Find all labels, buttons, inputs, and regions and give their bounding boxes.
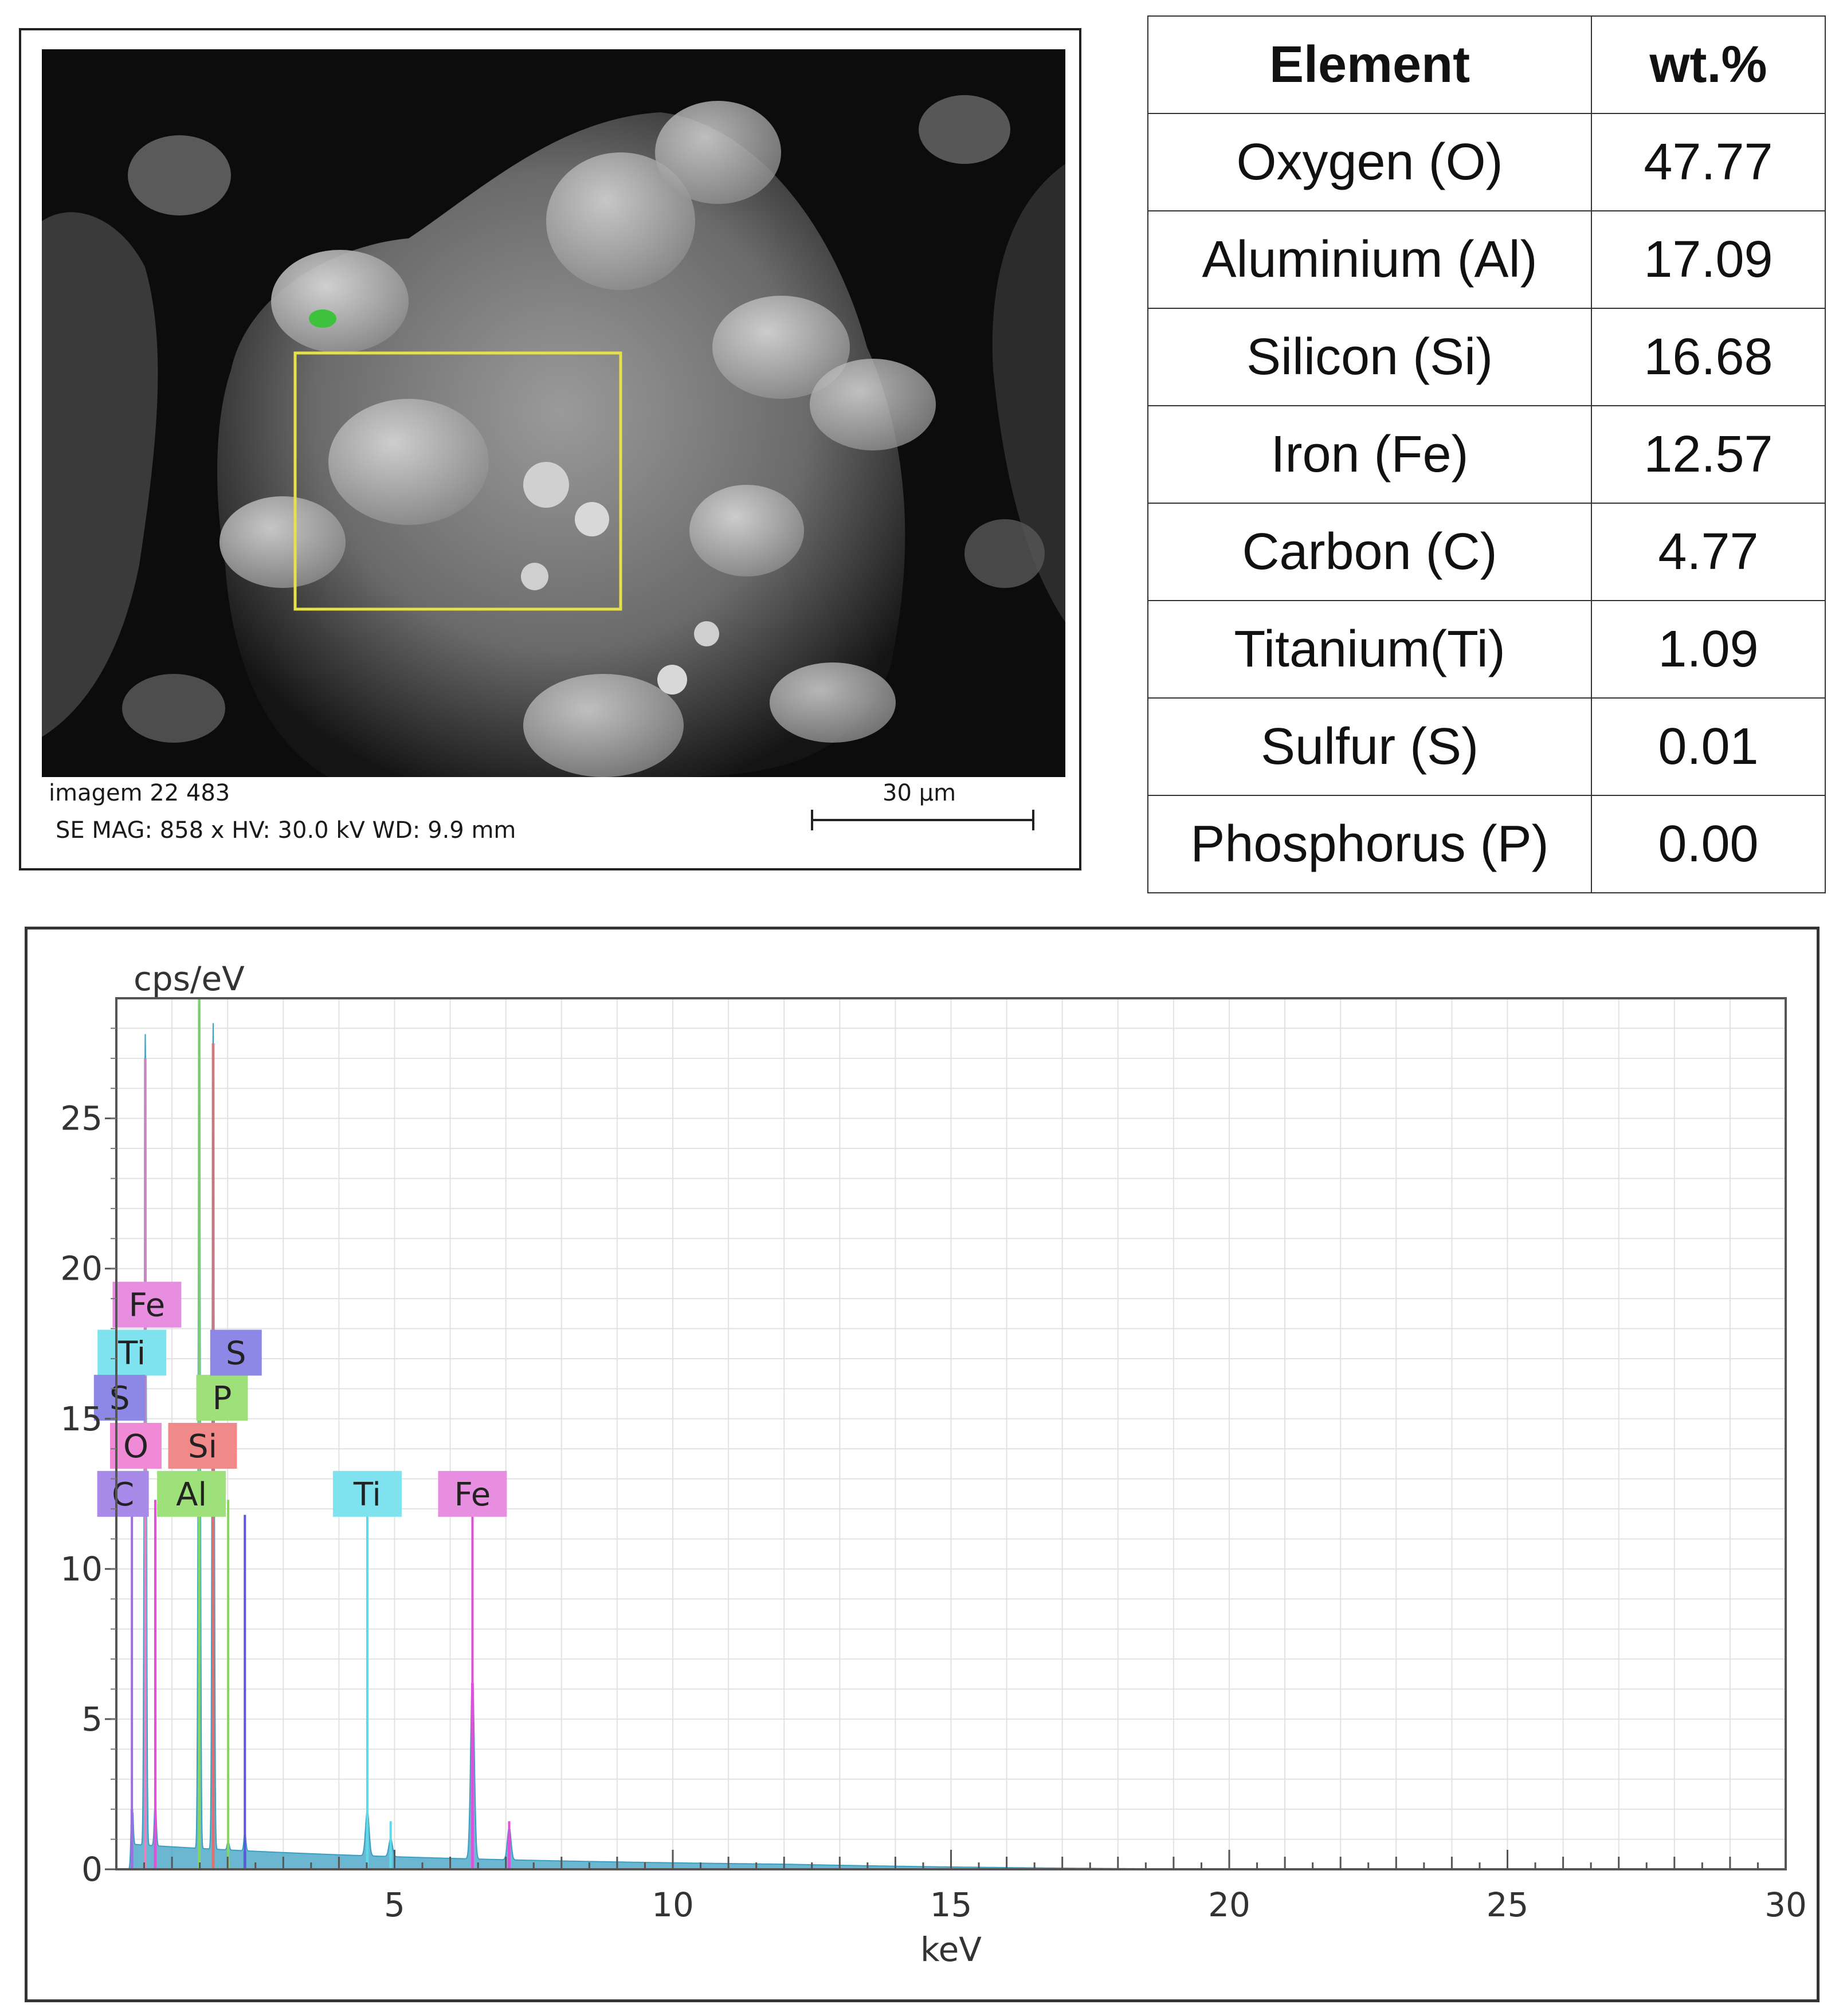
y-tick-label: 10 xyxy=(60,1550,103,1589)
eds-spectrum-panel: Fe Ti S O C Si Al P S Ti Fe 5 10 15 20 25 30 0 5 10 15 20 25 k… xyxy=(25,927,1820,2002)
x-tick-label: 25 xyxy=(1487,1885,1529,1924)
element-name-cell: Carbon (C) xyxy=(1147,503,1592,601)
table-row: Phosphorus (P) 0.00 xyxy=(1147,795,1826,893)
peak-label-box xyxy=(97,1329,167,1376)
wt-percent-cell: 16.68 xyxy=(1591,308,1826,406)
x-tick-label: 15 xyxy=(930,1885,973,1924)
peak-label-p: P xyxy=(196,1375,248,1421)
wt-percent-cell: 17.09 xyxy=(1591,210,1826,309)
x-tick-label: 10 xyxy=(652,1885,694,1924)
y-tick-label: 5 xyxy=(81,1700,103,1739)
scale-bar xyxy=(811,810,1034,830)
peak-label-box xyxy=(332,1470,402,1517)
peak-label-box xyxy=(438,1470,507,1517)
table-row: Carbon (C) 4.77 xyxy=(1147,503,1826,601)
wt-percent-cell: 0.00 xyxy=(1591,795,1826,893)
peak-label-s: S xyxy=(210,1329,262,1376)
table-header-row: Element wt.% xyxy=(1147,15,1826,114)
sem-roi-box xyxy=(293,351,622,611)
header-element: Element xyxy=(1147,15,1592,114)
peak-label-fe: Fe xyxy=(112,1281,182,1328)
table-row: Oxygen (O) 47.77 xyxy=(1147,113,1826,211)
table-row: Aluminium (Al) 17.09 xyxy=(1147,210,1826,309)
peak-label-box xyxy=(157,1470,226,1517)
peak-label-box xyxy=(93,1375,146,1421)
sem-image-id: imagem 22 483 xyxy=(49,780,230,806)
y-tick-label: 20 xyxy=(60,1249,103,1288)
peak-label-box xyxy=(168,1422,237,1469)
element-name-cell: Sulfur (S) xyxy=(1147,697,1592,796)
x-axis-label: keV xyxy=(920,1930,982,1969)
wt-percent-cell: 47.77 xyxy=(1591,113,1826,211)
element-name-cell: Phosphorus (P) xyxy=(1147,795,1592,893)
element-name-cell: Iron (Fe) xyxy=(1147,405,1592,504)
peak-label-text: Fe xyxy=(129,1287,166,1324)
peak-label-box xyxy=(196,1375,248,1421)
y-tick-label: 15 xyxy=(60,1399,103,1438)
peak-label-text: P xyxy=(213,1380,232,1417)
peak-label-box xyxy=(112,1281,182,1328)
table-row: Sulfur (S) 0.01 xyxy=(1147,697,1826,796)
x-tick-label: 5 xyxy=(384,1885,405,1924)
peak-label-s: S xyxy=(93,1375,146,1421)
peak-label-text: Ti xyxy=(117,1335,146,1372)
peak-label-text: Ti xyxy=(353,1476,381,1513)
y-axis-label: cps/eV xyxy=(134,959,245,998)
table-row: Iron (Fe) 12.57 xyxy=(1147,405,1826,504)
peak-label-ti: Ti xyxy=(332,1470,402,1517)
element-name-cell: Titanium(Ti) xyxy=(1147,600,1592,699)
peak-label-text: C xyxy=(112,1476,134,1513)
peak-label-text: Fe xyxy=(454,1476,491,1513)
element-marker-lines xyxy=(131,1449,511,1869)
header-wt-percent: wt.% xyxy=(1591,15,1826,114)
element-name-cell: Oxygen (O) xyxy=(1147,113,1592,211)
sem-acquisition-params: SE MAG: 858 x HV: 30.0 kV WD: 9.9 mm xyxy=(56,817,516,844)
peak-label-text: S xyxy=(226,1335,246,1372)
peak-label-text: Si xyxy=(188,1428,217,1465)
peak-label-ti: Ti xyxy=(97,1329,167,1376)
peak-label-fe: Fe xyxy=(438,1470,507,1517)
composition-table: Element wt.% Oxygen (O) 47.77 Aluminium (A… xyxy=(1147,15,1826,893)
peak-label-c: C xyxy=(97,1470,149,1517)
peak-label-al: Al xyxy=(157,1470,226,1517)
element-name-cell: Silicon (Si) xyxy=(1147,308,1592,406)
wt-percent-cell: 0.01 xyxy=(1591,697,1826,796)
peak-label-box xyxy=(109,1422,162,1469)
y-tick-label: 25 xyxy=(60,1099,103,1138)
element-name-cell: Aluminium (Al) xyxy=(1147,210,1592,309)
scale-bar-label: 30 µm xyxy=(883,780,956,806)
peak-label-text: S xyxy=(109,1380,130,1417)
peak-label-text: Al xyxy=(176,1476,207,1513)
peak-label-text: O xyxy=(123,1428,148,1465)
peak-label-box xyxy=(210,1329,262,1376)
wt-percent-cell: 4.77 xyxy=(1591,503,1826,601)
y-tick-label: 0 xyxy=(81,1850,103,1889)
table-row: Titanium(Ti) 1.09 xyxy=(1147,600,1826,699)
table-row: Silicon (Si) 16.68 xyxy=(1147,308,1826,406)
peak-label-o: O xyxy=(109,1422,162,1469)
wt-percent-cell: 12.57 xyxy=(1591,405,1826,504)
sem-micrograph-panel: imagem 22 483 SE MAG: 858 x HV: 30.0 kV … xyxy=(19,28,1081,870)
x-tick-label: 20 xyxy=(1208,1885,1250,1924)
wt-percent-cell: 1.09 xyxy=(1591,600,1826,699)
peak-label-si: Si xyxy=(168,1422,237,1469)
chart-axes: 5 10 15 20 25 30 0 5 10 15 20 25 keV cps/eV xyxy=(60,959,1807,1969)
peak-label-box xyxy=(97,1470,149,1517)
x-tick-label: 30 xyxy=(1764,1885,1807,1924)
sem-micrograph-image xyxy=(42,49,1065,777)
